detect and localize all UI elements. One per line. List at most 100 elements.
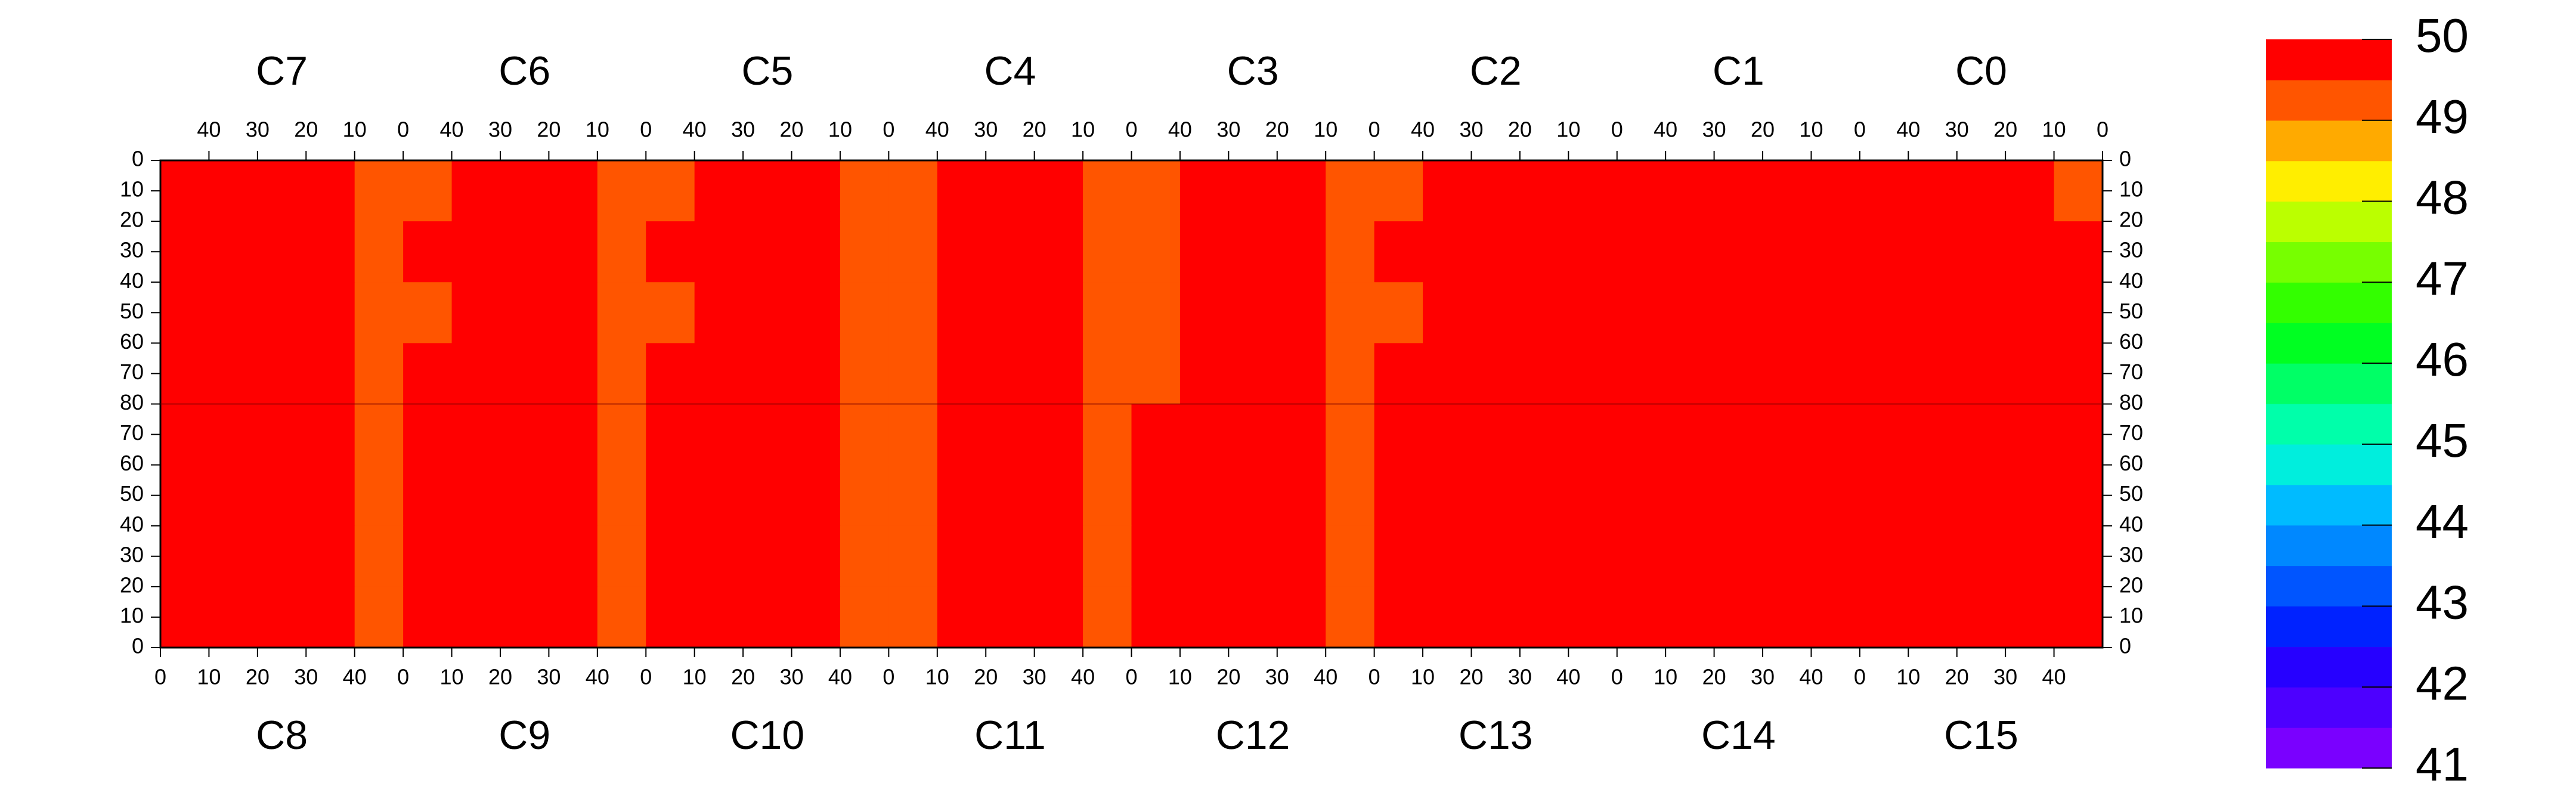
heatmap-cell bbox=[451, 586, 501, 648]
heatmap-cell bbox=[888, 160, 938, 222]
heatmap-cell bbox=[1277, 525, 1326, 587]
heatmap-cell bbox=[2054, 525, 2103, 587]
heatmap-cell bbox=[1665, 525, 1715, 587]
heatmap-cell bbox=[646, 586, 695, 648]
heatmap-cell bbox=[1277, 343, 1326, 405]
heatmap-cell bbox=[937, 221, 986, 283]
heatmap-cell bbox=[937, 404, 986, 466]
heatmap-cell bbox=[2054, 404, 2103, 466]
heatmap-cell bbox=[1908, 343, 1958, 405]
heatmap-cell bbox=[2054, 221, 2103, 283]
heatmap-cell bbox=[1617, 221, 1666, 283]
heatmap-cell bbox=[1908, 160, 1958, 222]
panel-label: C15 bbox=[1944, 713, 2018, 758]
heatmap-cell bbox=[1617, 160, 1666, 222]
heatmap-cell bbox=[1811, 160, 1860, 222]
heatmap-cell bbox=[354, 282, 404, 343]
heatmap-cell bbox=[1179, 586, 1229, 648]
x-tick-label: 30 bbox=[1751, 665, 1775, 689]
heatmap-cell bbox=[1568, 221, 1618, 283]
colorbar-bin bbox=[2266, 727, 2392, 769]
heatmap-cell bbox=[160, 160, 210, 222]
heatmap-cell bbox=[1568, 160, 1618, 222]
heatmap-cell bbox=[500, 404, 549, 466]
panel-label: C12 bbox=[1216, 713, 1290, 758]
heatmap-cell bbox=[937, 282, 986, 343]
heatmap-cell bbox=[209, 343, 258, 405]
y-tick-label: 50 bbox=[120, 299, 144, 323]
heatmap-cell bbox=[306, 525, 355, 587]
heatmap-cell bbox=[549, 160, 598, 222]
heatmap-cell bbox=[1568, 465, 1618, 527]
heatmap-cell bbox=[1179, 404, 1229, 466]
heatmap-cell bbox=[1859, 586, 1909, 648]
heatmap-cell bbox=[1083, 282, 1132, 343]
heatmap-cell bbox=[354, 343, 404, 405]
heatmap-cell bbox=[306, 586, 355, 648]
panel-label: C6 bbox=[499, 48, 550, 94]
x-tick-label: 0 bbox=[640, 117, 652, 142]
panel-label: C7 bbox=[256, 48, 308, 94]
heatmap-cell bbox=[1568, 525, 1618, 587]
panel-label: C10 bbox=[730, 713, 804, 758]
heatmap-cell bbox=[160, 404, 210, 466]
heatmap-cell bbox=[403, 525, 453, 587]
y-tick-label: 80 bbox=[2119, 390, 2143, 414]
heatmap-cell bbox=[1519, 282, 1569, 343]
heatmap-cell bbox=[549, 586, 598, 648]
heatmap-cell bbox=[888, 465, 938, 527]
panel-label: C5 bbox=[741, 48, 793, 94]
heatmap-cell bbox=[1277, 160, 1326, 222]
x-tick-label: 0 bbox=[640, 665, 652, 689]
colorbar-tick-label: 43 bbox=[2416, 576, 2469, 629]
heatmap-cell bbox=[1326, 221, 1375, 283]
x-tick-label: 40 bbox=[1314, 665, 1337, 689]
x-tick-label: 0 bbox=[397, 117, 409, 142]
heatmap-cell bbox=[1083, 343, 1132, 405]
heatmap-cell bbox=[2005, 282, 2055, 343]
heatmap-cell bbox=[1034, 343, 1083, 405]
heatmap-cell bbox=[2054, 586, 2103, 648]
heatmap-cell bbox=[160, 525, 210, 587]
heatmap-cell bbox=[1714, 465, 1763, 527]
heatmap-cell bbox=[500, 586, 549, 648]
heatmap-cell bbox=[1859, 525, 1909, 587]
heatmap-cell bbox=[1179, 160, 1229, 222]
heatmap-cell bbox=[1859, 404, 1909, 466]
heatmap-cell bbox=[1763, 404, 1812, 466]
heatmap-cell bbox=[597, 343, 646, 405]
heatmap-cell bbox=[306, 221, 355, 283]
heatmap-cell bbox=[500, 160, 549, 222]
y-tick-label: 10 bbox=[2119, 603, 2143, 627]
x-tick-label: 20 bbox=[1459, 665, 1483, 689]
x-tick-label: 20 bbox=[1508, 117, 1532, 142]
heatmap-cell bbox=[306, 404, 355, 466]
heatmap-cell bbox=[840, 160, 889, 222]
y-tick-label: 40 bbox=[120, 512, 144, 536]
y-tick-label: 40 bbox=[2119, 268, 2143, 293]
heatmap-cell bbox=[694, 525, 744, 587]
heatmap-cell bbox=[743, 404, 792, 466]
x-tick-label: 30 bbox=[246, 117, 270, 142]
panel-label: C2 bbox=[1470, 48, 1522, 94]
heatmap-cell bbox=[549, 221, 598, 283]
y-tick-label: 50 bbox=[120, 481, 144, 506]
heatmap-cell bbox=[1956, 282, 2006, 343]
heatmap-cell bbox=[403, 221, 453, 283]
y-tick-label: 80 bbox=[120, 390, 144, 414]
heatmap-cell bbox=[1519, 160, 1569, 222]
heatmap-cell bbox=[1423, 465, 1472, 527]
y-tick-label: 70 bbox=[2119, 420, 2143, 445]
colorbar-bin bbox=[2266, 606, 2392, 647]
heatmap-cell bbox=[1908, 404, 1958, 466]
colorbar-bin bbox=[2266, 120, 2392, 162]
heatmap-cell bbox=[986, 282, 1035, 343]
heatmap-cell bbox=[1228, 282, 1278, 343]
heatmap-cell bbox=[1859, 343, 1909, 405]
x-tick-label: 10 bbox=[1896, 665, 1920, 689]
heatmap-cell bbox=[1471, 221, 1521, 283]
heatmap-cell bbox=[1326, 282, 1375, 343]
heatmap-cell bbox=[1763, 160, 1812, 222]
heatmap-cell bbox=[1083, 221, 1132, 283]
x-tick-label: 10 bbox=[343, 117, 367, 142]
